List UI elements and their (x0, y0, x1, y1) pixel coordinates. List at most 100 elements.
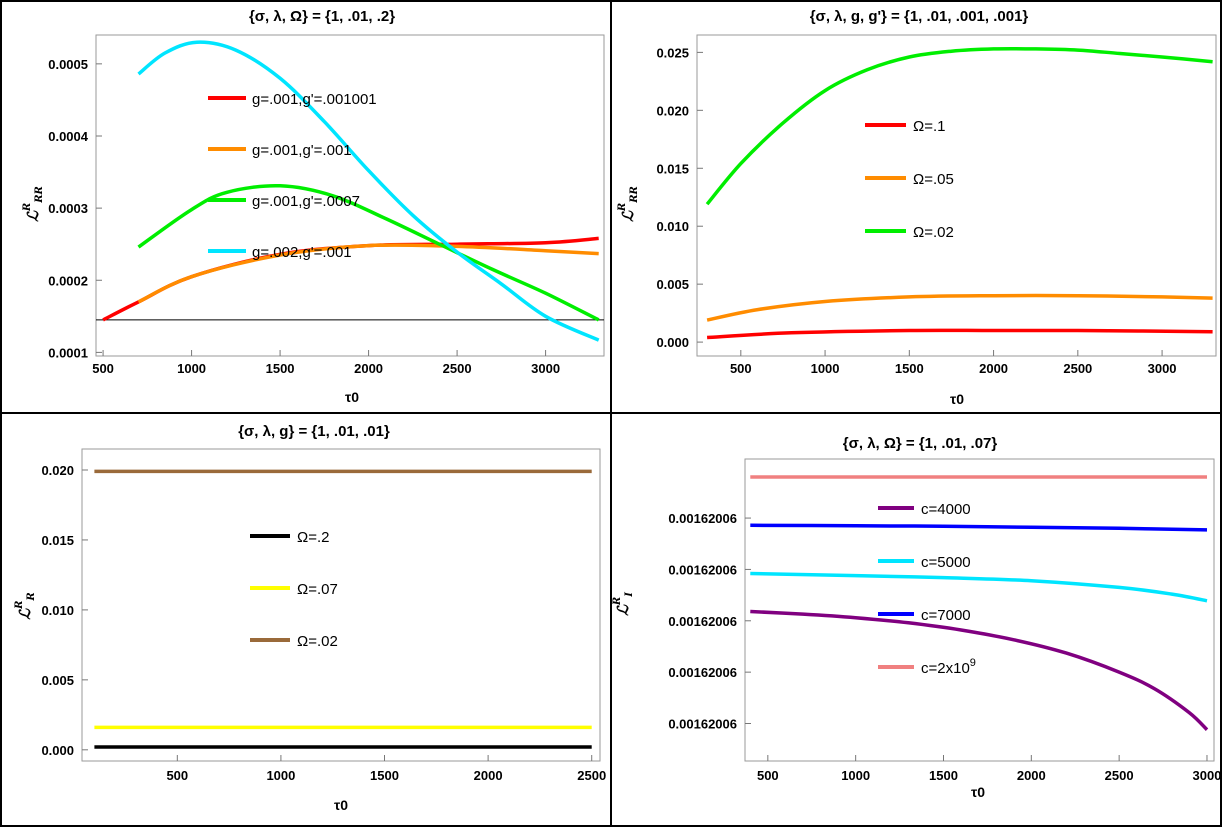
legend-label: Ω=.2 (297, 529, 329, 546)
y-tick-label: 0.020 (656, 103, 689, 118)
panel-4-x-axis-label: τ0 (971, 784, 985, 800)
panel-3-ticks: 500 1000 1500 2000 2500 0.000 0.005 0.010 0.015 0… (41, 463, 606, 783)
panel-4-plot-frame (744, 458, 1215, 762)
legend-label-text: c=7000 (921, 607, 971, 624)
panel-2-ylabel-sub: RR (629, 186, 640, 204)
legend-label-text: g=.002,g'=.001 (252, 244, 352, 261)
panel-1-legend: g=.001,g'=.001001 g=.001,g'=.001 g=.001,g'… (208, 91, 377, 261)
panel-2-x-axis-label: τ0 (950, 391, 964, 407)
x-tick-label: 2500 (1105, 768, 1134, 783)
x-tick-label: 500 (757, 768, 779, 783)
x-tick-label: 500 (166, 768, 188, 783)
legend-label: g=.001,g'=.001001 (252, 91, 377, 108)
legend-label: Ω=.02 (913, 224, 954, 241)
y-tick-label: 0.00162006 (668, 614, 737, 629)
y-tick-label: 0.010 (656, 219, 689, 234)
y-tick-label: 0.025 (656, 45, 689, 60)
y-tick-label: 0.020 (41, 463, 74, 478)
panel-4-ylabel-sup: R (612, 597, 623, 606)
panel-4: {σ, λ, Ω} = {1, .01, .07} 500 1000 1500 200… (612, 435, 1221, 800)
legend-label-text: g=.001,g'=.001001 (252, 91, 377, 108)
x-tick-label: 2000 (354, 361, 383, 376)
legend-label: Ω=.05 (913, 171, 954, 188)
legend-label: Ω=.1 (913, 118, 945, 135)
x-tick-label: 1000 (841, 768, 870, 783)
y-tick-label: 0.005 (656, 277, 689, 292)
panel-3-x-axis-label: τ0 (334, 797, 348, 813)
panel-2-legend: Ω=.1 Ω=.05 Ω=.02 (865, 118, 954, 241)
panel-2-y-axis-label: ℒRRR (617, 186, 640, 222)
legend-label: Ω=.07 (297, 581, 338, 598)
x-tick-label: 2000 (1017, 768, 1046, 783)
panel-2-ylabel-sup: R (617, 203, 628, 212)
panel-2-ticks: 500 1000 1500 2000 2500 3000 0.000 0.005 0.010 0.… (656, 45, 1176, 376)
panel-1-y-axis-label: ℒRRR (22, 186, 45, 222)
y-tick-label: 0.0001 (48, 345, 88, 360)
panel-3-ylabel-sup: R (14, 601, 25, 610)
y-tick-label: 0.000 (656, 335, 689, 350)
x-tick-label: 2000 (474, 768, 503, 783)
x-tick-label: 3000 (1193, 768, 1222, 783)
x-tick-label: 2500 (577, 768, 606, 783)
series-line (750, 609, 1209, 731)
panel-1: {σ, λ, Ω} = {1, .01, .2} 500 1000 1500 2000… (22, 8, 605, 405)
legend-label-superscript: 9 (970, 657, 976, 669)
x-tick-label: 1500 (370, 768, 399, 783)
panel-2-title: {σ, λ, g, g'} = {1, .01, .001, .001} (810, 8, 1029, 25)
panel-4-title: {σ, λ, Ω} = {1, .01, .07} (843, 435, 998, 452)
x-tick-label: 3000 (1148, 361, 1177, 376)
legend-label: c=4000 (921, 501, 971, 518)
panel-1-ylabel-sub: RR (34, 186, 45, 204)
legend-label: g=.001,g'=.001 (252, 142, 352, 159)
panel-2-ylabel-base: ℒ (619, 210, 637, 222)
y-tick-label: 0.00162006 (668, 511, 737, 526)
legend-label-text: Ω=.05 (913, 171, 954, 188)
x-tick-label: 1000 (266, 768, 295, 783)
y-tick-label: 0.010 (41, 603, 74, 618)
panel-1-title: {σ, λ, Ω} = {1, .01, .2} (249, 8, 395, 25)
panel-3-series (94, 469, 592, 749)
y-tick-label: 0.00162006 (668, 665, 737, 680)
series-line (750, 523, 1208, 532)
x-tick-label: 1500 (895, 361, 924, 376)
panel-1-ylabel-sup: R (22, 203, 33, 212)
legend-label: c=7000 (921, 607, 971, 624)
panel-3-title: {σ, λ, g} = {1, .01, .01} (238, 423, 390, 440)
panel-1-x-axis-label: τ0 (345, 389, 359, 405)
x-tick-label: 1000 (811, 361, 840, 376)
panel-4-legend: c=4000 c=5000 c=7000 c=2x109 (878, 501, 976, 677)
series-line (137, 183, 600, 322)
x-tick-label: 2000 (979, 361, 1008, 376)
y-tick-label: 0.00162006 (668, 717, 737, 732)
y-tick-label: 0.0002 (48, 273, 88, 288)
panel-4-series (750, 475, 1209, 731)
panel-4-ylabel-base: ℒ (614, 604, 632, 616)
x-tick-label: 500 (92, 361, 114, 376)
panel-3: {σ, λ, g} = {1, .01, .01} 500 1000 1500 200… (14, 423, 606, 813)
y-tick-label: 0.005 (41, 673, 74, 688)
y-tick-label: 0.00162006 (668, 562, 737, 577)
panel-3-ylabel-base: ℒ (16, 608, 34, 620)
series-line (750, 571, 1208, 603)
legend-label-text: Ω=.1 (913, 118, 945, 135)
panel-1-ticks: 500 1000 1500 2000 2500 3000 0.0001 0.0002 0.000… (48, 57, 560, 376)
y-tick-label: 0.0005 (48, 57, 88, 72)
panel-2: {σ, λ, g, g'} = {1, .01, .001, .001} 500… (617, 8, 1217, 407)
panel-4-y-axis-label: ℒRI (612, 592, 635, 616)
legend-label: c=5000 (921, 554, 971, 571)
series-line (706, 293, 1213, 322)
legend-label-text: g=.001,g'=.0007 (252, 193, 360, 210)
series-line (137, 40, 600, 342)
x-tick-label: 2500 (443, 361, 472, 376)
series-line (137, 243, 599, 304)
panel-4-ticks: 500 1000 1500 2000 2500 3000 0.00162006 0.00162… (668, 511, 1221, 783)
panel-4-ylabel-sub: I (624, 592, 635, 598)
series-line (705, 46, 1213, 206)
x-tick-label: 1500 (266, 361, 295, 376)
panel-1-series (102, 40, 600, 342)
panel-3-y-axis-label: ℒRR (14, 592, 37, 619)
panel-1-ylabel-base: ℒ (24, 210, 42, 222)
y-tick-label: 0.0003 (48, 201, 88, 216)
panel-3-ylabel-sub: R (26, 592, 37, 601)
